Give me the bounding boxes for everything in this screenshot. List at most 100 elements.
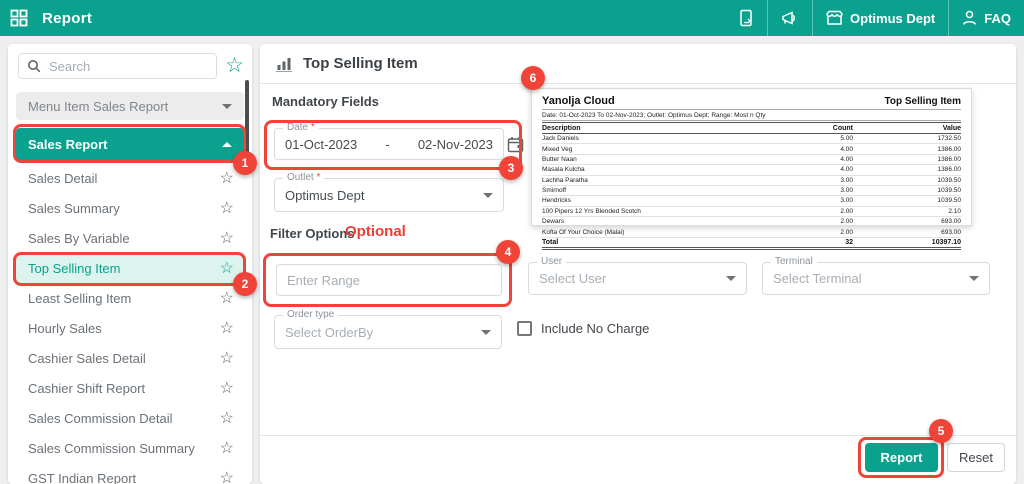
sidebar-item-cashier-sales-detail[interactable]: Cashier Sales Detail ☆ [16,343,244,373]
table-row: Smirnoff 3.00 1039.50 [542,185,961,197]
app-header: Report Optimus Dept FAQ [0,0,1024,36]
search-icon [28,60,41,73]
sidebar-item-least-selling-item[interactable]: Least Selling Item ☆ [16,283,244,313]
sidebar-item-sales-by-variable[interactable]: Sales By Variable ☆ [16,223,244,253]
mandatory-fields-label: Mandatory Fields [272,94,379,109]
star-icon[interactable]: ☆ [219,290,234,307]
date-field-label: Date * [283,122,319,133]
star-icon[interactable]: ☆ [219,440,234,457]
star-icon[interactable]: ☆ [219,260,234,277]
star-icon[interactable]: ☆ [219,470,234,484]
sidebar-item-gst-report[interactable]: GST Indian Report ☆ [16,463,244,484]
report-button[interactable]: Report [865,443,938,472]
dashboard-grid-icon[interactable] [10,9,28,27]
sidebar-item-sales-commission-summary[interactable]: Sales Commission Summary ☆ [16,433,244,463]
chevron-down-icon [222,103,232,109]
header-divider [767,0,769,36]
search-input[interactable] [49,58,189,74]
order-type-placeholder: Select OrderBy [285,324,374,340]
report-sidebar: ☆ Menu Item Sales Report Sales Report Sa… [8,44,252,484]
item-label: Sales Commission Detail [28,410,173,426]
outlet-field-label: Outlet * [283,172,325,183]
sidebar-item-cashier-shift-report[interactable]: Cashier Shift Report ☆ [16,373,244,403]
table-row: Butter Naan 4.00 1386.00 [542,154,961,166]
chevron-down-icon [481,329,491,335]
report-list: Sales Detail ☆ Sales Summary ☆ Sales By Va… [16,163,244,484]
outlet-selector[interactable]: Optimus Dept [813,0,948,36]
range-input[interactable] [277,265,501,295]
sidebar-group-label: Sales Report [28,136,108,152]
table-row: Jack Daniels 5.00 1732.50 [542,133,961,145]
sidebar-item-sales-commission-detail[interactable]: Sales Commission Detail ☆ [16,403,244,433]
user-placeholder: Select User [539,271,607,286]
report-title: Top Selling Item [303,55,418,72]
preview-table: Description Count Value Jack Daniels 5.00… [542,122,961,251]
star-icon[interactable]: ☆ [219,230,234,247]
mobile-app-button[interactable] [725,0,767,36]
faq-button[interactable]: FAQ [949,0,1024,36]
preview-total-row: Total 32 10397.10 [542,236,961,251]
favorites-star-icon[interactable]: ☆ [225,54,244,77]
range-field-wrap [276,264,502,296]
star-icon[interactable]: ☆ [219,200,234,217]
reset-button[interactable]: Reset [947,443,1005,472]
chevron-up-icon [222,141,232,147]
megaphone-icon [782,11,796,25]
sidebar-item-sales-detail[interactable]: Sales Detail ☆ [16,163,244,193]
search-input-wrap [18,53,218,79]
sidebar-group-sales-report[interactable]: Sales Report [16,128,244,160]
include-no-charge-row[interactable]: Include No Charge [517,321,649,336]
star-icon[interactable]: ☆ [219,380,234,397]
date-to-value[interactable]: 02-Nov-2023 [417,136,493,152]
mobile-app-icon [740,9,752,27]
terminal-select[interactable]: Terminal Select Terminal [762,256,990,295]
table-row: Mixed Veg 4.00 1386.00 [542,143,961,155]
item-label: Top Selling Item [28,260,121,276]
item-label: Sales Commission Summary [28,440,195,456]
sidebar-scrollbar[interactable] [245,80,249,172]
item-label: Hourly Sales [28,320,102,336]
table-row: Lachha Paratha 3.00 1039.50 [542,175,961,186]
sidebar-item-top-selling-item[interactable]: Top Selling Item ☆ [16,253,244,283]
star-icon[interactable]: ☆ [219,170,234,187]
outlet-select[interactable]: Outlet * Optimus Dept [274,172,504,212]
page-title: Report [42,9,93,27]
include-no-charge-checkbox[interactable] [517,321,532,336]
faq-label: FAQ [984,10,1011,26]
outlet-value: Optimus Dept [285,187,365,203]
order-type-field-label: Order type [283,309,339,320]
optional-annotation-text: Optional [345,223,406,240]
item-label: Cashier Shift Report [28,380,146,396]
date-from-value[interactable]: 01-Oct-2023 [285,136,358,152]
date-range-field[interactable]: Date * 01-Oct-2023 - 02-Nov-2023 [274,122,504,160]
table-row: Masala Kulcha 4.00 1386.00 [542,164,961,176]
preview-header-row: Description Count Value [542,122,961,134]
preview-meta-line: Date: 01-Oct-2023 To 02-Nov-2023; Outlet… [542,109,961,121]
chevron-down-icon [483,192,493,198]
order-type-select[interactable]: Order type Select OrderBy [274,309,502,349]
table-row: Kofta Of Your Choice (Malai) 2.00 693.00 [542,226,961,238]
table-row: Dewars 2.00 693.00 [542,216,961,228]
sidebar-item-hourly-sales[interactable]: Hourly Sales ☆ [16,313,244,343]
terminal-field-label: Terminal [771,256,817,267]
star-icon[interactable]: ☆ [219,350,234,367]
filter-options-label: Filter Options [270,226,355,241]
calendar-icon[interactable] [507,136,524,153]
star-icon[interactable]: ☆ [219,320,234,337]
star-icon[interactable]: ☆ [219,410,234,427]
table-row: Hendricks 3.00 1039.50 [542,195,961,207]
preview-company-name: Yanolja Cloud [542,95,615,107]
announcements-button[interactable] [768,0,812,36]
table-row: 100 Pipers 12 Yrs Blended Scotch 2.00 2.10 [542,206,961,218]
date-separator: - [385,136,390,152]
item-label: Least Selling Item [28,290,132,306]
report-category-value: Menu Item Sales Report [28,98,169,114]
chevron-down-icon [726,276,736,281]
sidebar-item-sales-summary[interactable]: Sales Summary ☆ [16,193,244,223]
user-select[interactable]: User Select User [528,256,747,295]
item-label: Cashier Sales Detail [28,350,146,366]
chevron-down-icon [969,276,979,281]
col-value: Value [853,122,961,134]
report-category-select[interactable]: Menu Item Sales Report [16,92,244,120]
storefront-icon [826,10,843,25]
